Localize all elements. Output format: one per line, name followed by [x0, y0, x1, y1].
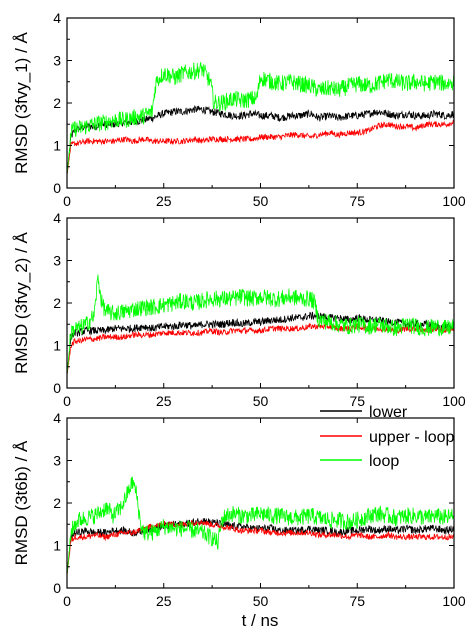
x-axis-label: t / ns — [242, 611, 279, 630]
plot-frame — [66, 17, 455, 189]
x-tick-label: 0 — [63, 593, 71, 609]
y-tick-label: 1 — [53, 338, 61, 354]
x-tick-label: 100 — [442, 593, 466, 609]
panel-3t6b: 0 25 50 75 100 0 1 2 3 4 RMSD (3t6b) / Å lower up… — [12, 404, 466, 609]
x-tick-label: 50 — [253, 593, 269, 609]
x-tick-label: 100 — [442, 393, 466, 409]
y-tick-label: 4 — [53, 10, 61, 26]
series-line-lower — [67, 517, 454, 576]
legend-item-upper-loop: upper - loop — [320, 429, 454, 446]
legend-label-loop: loop — [369, 453, 399, 470]
x-tick-label: 0 — [63, 393, 71, 409]
y-tick-label: 2 — [53, 495, 61, 511]
y-axis-label: RMSD (3fvy_2) / Å — [12, 231, 31, 373]
y-tick-label: 1 — [53, 538, 61, 554]
x-tick-label: 50 — [253, 193, 269, 209]
series-line-lower — [67, 105, 454, 176]
x-tick-label: 0 — [63, 193, 71, 209]
x-tick-label: 50 — [253, 393, 269, 409]
x-tick-label: 25 — [156, 393, 172, 409]
y-tick-label: 3 — [53, 53, 61, 69]
x-tick-label: 75 — [349, 593, 365, 609]
y-tick-label: 3 — [53, 453, 61, 469]
panel-3fvy-2: 0 25 50 75 100 0 1 2 3 4 RMSD (3fvy_2) / Å — [12, 210, 466, 409]
y-tick-label: 0 — [53, 180, 61, 196]
x-tick-label: 75 — [349, 393, 365, 409]
y-tick-label: 0 — [53, 580, 61, 596]
x-tick-label: 75 — [349, 193, 365, 209]
series-line-loop — [67, 62, 454, 176]
legend-label-lower: lower — [369, 404, 408, 421]
y-tick-label: 2 — [53, 95, 61, 111]
series-line-loop — [67, 476, 454, 576]
x-tick-label: 25 — [156, 593, 172, 609]
legend-label-upper-loop: upper - loop — [369, 429, 454, 446]
plot-frame — [66, 217, 455, 389]
x-tick-label: 25 — [156, 193, 172, 209]
series-line-upper-loop — [67, 519, 454, 576]
series-line-lower — [67, 311, 454, 376]
y-tick-label: 0 — [53, 380, 61, 396]
y-tick-label: 2 — [53, 295, 61, 311]
legend-item-loop: loop — [320, 453, 399, 470]
panel-3fvy-1: 0 25 50 75 100 0 1 2 3 4 RMSD (3fvy_1) / Å — [12, 10, 466, 209]
y-tick-label: 3 — [53, 253, 61, 269]
y-axis-label: RMSD (3fvy_1) / Å — [12, 31, 31, 173]
series-line-upper-loop — [67, 119, 454, 176]
y-tick-label: 1 — [53, 138, 61, 154]
y-axis-label: RMSD (3t6b) / Å — [12, 440, 31, 565]
legend: lower upper - loop loop — [320, 404, 454, 470]
series-line-loop — [67, 274, 454, 376]
y-tick-label: 4 — [53, 410, 61, 426]
legend-item-lower: lower — [320, 404, 408, 421]
x-tick-label: 100 — [442, 193, 466, 209]
y-tick-label: 4 — [53, 210, 61, 226]
